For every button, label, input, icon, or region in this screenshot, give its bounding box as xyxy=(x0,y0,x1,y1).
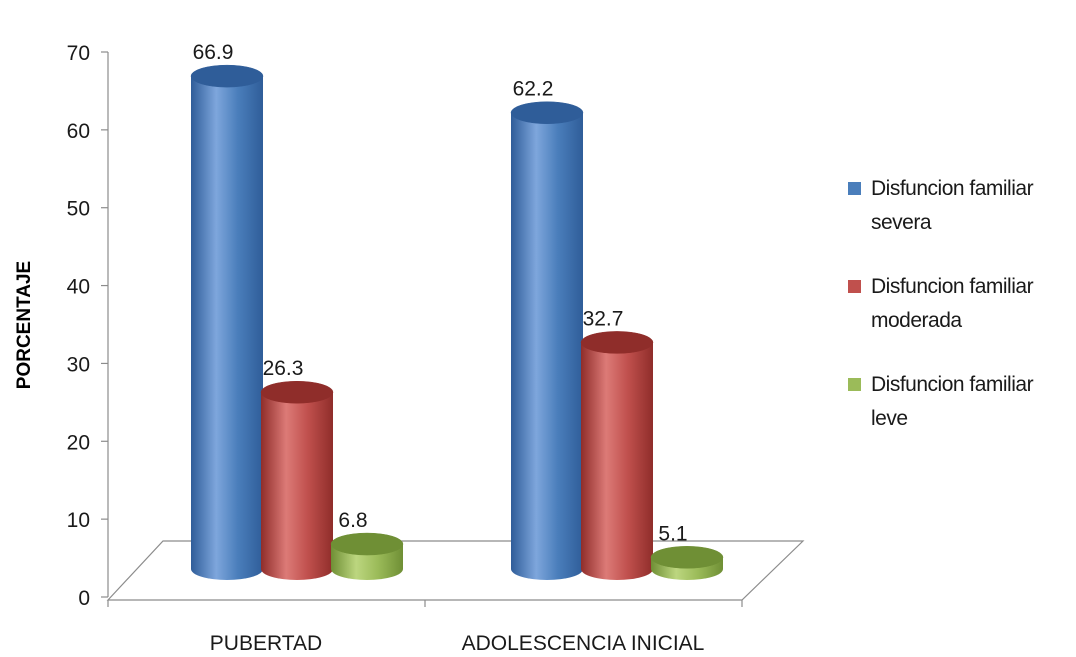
legend-swatch xyxy=(848,280,861,293)
y-tick-label: 50 xyxy=(67,198,90,221)
data-label: 5.1 xyxy=(658,522,687,545)
legend-label: Disfuncion familiar severa xyxy=(871,177,1034,234)
data-label: 32.7 xyxy=(583,307,624,330)
y-tick-label: 40 xyxy=(67,276,90,299)
bar-top xyxy=(510,101,584,124)
bar-body xyxy=(581,342,653,580)
y-axis-label: PORCENTAJE xyxy=(14,261,35,389)
data-label: 62.2 xyxy=(513,78,554,101)
legend-swatch xyxy=(848,378,861,391)
bar xyxy=(580,331,654,580)
bar-top xyxy=(650,546,724,569)
bar xyxy=(260,380,334,580)
legend-item: Disfuncion familiar leve xyxy=(848,368,1076,436)
chart-bars xyxy=(190,64,724,580)
x-tick-label: PUBERTAD xyxy=(210,632,322,655)
data-labels: 66.9 26.3 6.8 62.2 32.7 5.1 xyxy=(193,41,688,545)
y-tick-label: 70 xyxy=(67,42,90,65)
bar xyxy=(510,101,584,580)
bar-body xyxy=(191,76,263,580)
bar xyxy=(650,546,724,580)
chart-floor xyxy=(106,540,805,607)
y-tick-label: 30 xyxy=(67,353,90,376)
bar-body xyxy=(511,112,583,580)
legend-label: Disfuncion familiar moderada xyxy=(871,275,1034,332)
bar-top xyxy=(260,380,334,404)
data-label: 6.8 xyxy=(338,509,367,532)
data-label: 26.3 xyxy=(263,357,304,380)
legend-item: Disfuncion familiar moderada xyxy=(848,270,1076,338)
bar xyxy=(330,532,404,580)
y-tick-label: 20 xyxy=(67,431,90,454)
y-tick-label: 60 xyxy=(67,120,90,143)
bar-top xyxy=(330,532,404,556)
chart-floor-plane xyxy=(106,540,805,601)
bar xyxy=(190,64,264,580)
chart-legend: Disfuncion familiar severa Disfuncion fam… xyxy=(848,172,1076,466)
bar-top xyxy=(190,64,264,88)
y-tick-label: 10 xyxy=(67,509,90,532)
bar-top xyxy=(580,331,654,354)
bar-body xyxy=(261,392,333,580)
y-tick-label: 0 xyxy=(78,587,90,610)
data-label: 66.9 xyxy=(193,41,234,64)
x-tick-label: ADOLESCENCIA INICIAL xyxy=(462,632,705,655)
legend-item: Disfuncion familiar severa xyxy=(848,172,1076,240)
legend-label: Disfuncion familiar leve xyxy=(871,373,1034,430)
chart-axes: 0 10 20 30 40 50 60 70 PUBERTAD ADOLESCENCIA INIC… xyxy=(67,42,705,655)
legend-swatch xyxy=(848,182,861,195)
